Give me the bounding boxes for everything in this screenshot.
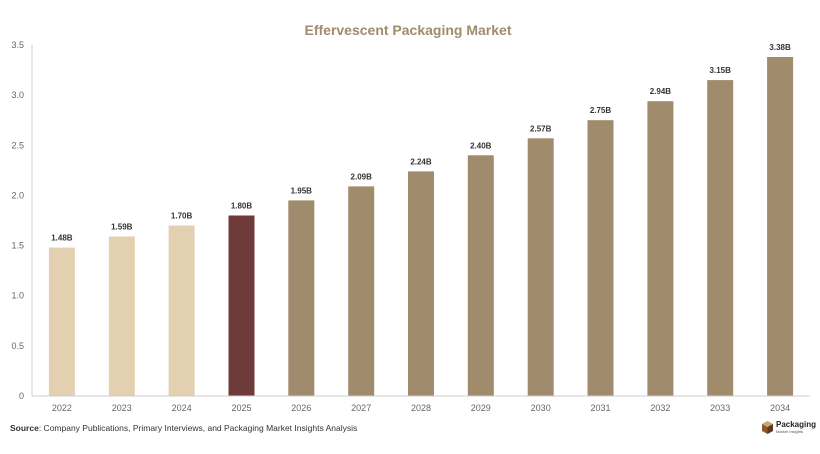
- bar-2026: [288, 200, 315, 396]
- x-tick-label: 2030: [531, 403, 551, 413]
- bar-2034: [767, 57, 794, 396]
- bar-2022: [48, 247, 75, 396]
- source-text: : Company Publications, Primary Intervie…: [38, 423, 358, 433]
- bar-2030: [527, 138, 554, 397]
- brand-logo: Packaging Market Insights: [762, 421, 816, 434]
- y-tick-label: 0: [19, 391, 24, 401]
- source-label: Source: [10, 423, 39, 433]
- x-axis: 2022 2023 2024 2025 2026 2027 2028 2029 2030 2031…: [32, 395, 810, 413]
- y-tick-label: 3.5: [11, 40, 24, 50]
- y-axis: 0 0.5 1.0 1.5 2.0 2.5 3.0 3.5: [11, 40, 33, 401]
- data-label-2025: 1.80B: [231, 202, 253, 211]
- source-note: Source: Company Publications, Primary In…: [10, 423, 357, 433]
- y-tick-label: 2.0: [11, 190, 24, 200]
- bar-2027: [348, 186, 375, 396]
- bar-2024: [168, 225, 195, 396]
- bar-2023: [108, 236, 135, 396]
- x-tick-label: 2027: [351, 403, 371, 413]
- y-tick-label: 1.0: [11, 291, 24, 301]
- data-label-2031: 2.75B: [590, 106, 612, 115]
- y-tick-label: 2.5: [11, 140, 24, 150]
- data-label-2032: 2.94B: [650, 87, 672, 96]
- x-tick-label: 2023: [112, 403, 132, 413]
- bar-2028: [408, 171, 434, 396]
- x-tick-label: 2024: [172, 403, 192, 413]
- y-tick-label: 0.5: [11, 341, 24, 351]
- data-label-2027: 2.09B: [351, 172, 373, 181]
- chart-title: Effervescent Packaging Market: [305, 22, 512, 38]
- x-tick-label: 2025: [231, 403, 251, 413]
- data-label-2030: 2.57B: [530, 124, 552, 133]
- logo-subtitle: Market Insights: [776, 429, 804, 434]
- data-label-2033: 3.15B: [710, 66, 732, 75]
- bar-2033: [707, 80, 734, 396]
- data-label-2026: 1.95B: [291, 186, 313, 195]
- x-tick-label: 2033: [710, 403, 730, 413]
- data-label-2034: 3.38B: [769, 43, 791, 52]
- data-label-2029: 2.40B: [470, 141, 492, 150]
- x-tick-label: 2032: [650, 403, 670, 413]
- x-tick-label: 2026: [291, 403, 311, 413]
- y-tick-label: 3.0: [11, 90, 24, 100]
- data-label-2023: 1.59B: [111, 223, 133, 232]
- bars: 1.48B 1.59B 1.70B 1.80B 1.95B 2.09B 2.24B 2.40B…: [48, 43, 794, 397]
- bar-2031: [587, 120, 614, 396]
- x-tick-label: 2022: [52, 403, 72, 413]
- x-tick-label: 2029: [471, 403, 491, 413]
- bar-2029: [467, 155, 494, 396]
- x-tick-label: 2028: [411, 403, 431, 413]
- data-label-2024: 1.70B: [171, 212, 193, 221]
- logo-name: Packaging: [776, 420, 817, 429]
- bar-2032: [647, 101, 674, 396]
- data-label-2022: 1.48B: [51, 234, 73, 243]
- x-tick-label: 2031: [590, 403, 610, 413]
- box-icon: [762, 421, 773, 434]
- y-tick-label: 1.5: [11, 241, 24, 251]
- bar-2025: [228, 215, 255, 396]
- data-label-2028: 2.24B: [410, 157, 432, 166]
- x-tick-label: 2034: [770, 403, 790, 413]
